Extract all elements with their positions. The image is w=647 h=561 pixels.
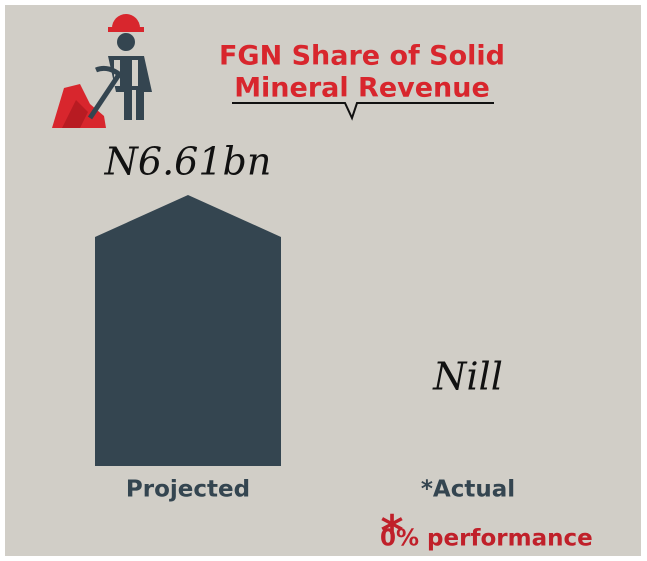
category-label: *Actual [421,477,515,503]
chart-title: FGN Share of Solid [219,41,505,72]
chart-title: Mineral Revenue [234,73,490,104]
value-label: N6.61bn [104,140,272,184]
value-label: Nill [432,355,503,399]
title-underline [232,102,494,121]
miner-icon [52,14,152,128]
annotation-marker: * [380,506,403,557]
category-label: Projected [126,477,250,503]
bar [95,195,281,466]
annotation: 0% performance [380,526,593,552]
